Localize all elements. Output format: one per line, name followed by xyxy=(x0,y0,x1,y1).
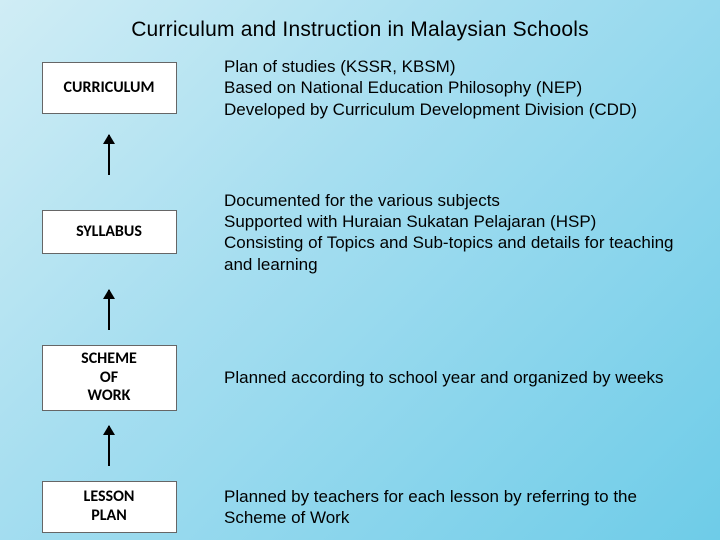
diagram-row: SCHEME OF WORK Planned according to scho… xyxy=(24,345,696,411)
box-syllabus: SYLLABUS xyxy=(42,210,177,254)
arrow-up-icon xyxy=(108,285,110,335)
box-column: SCHEME OF WORK xyxy=(24,345,194,411)
arrow-row xyxy=(24,285,696,335)
arrow-row xyxy=(24,421,696,471)
box-column: CURRICULUM xyxy=(24,62,194,114)
arrow-up-icon xyxy=(108,421,110,471)
desc-curriculum: Plan of studies (KSSR, KBSM) Based on Na… xyxy=(194,56,696,120)
desc-lesson-plan: Planned by teachers for each lesson by r… xyxy=(194,486,696,529)
box-lesson-plan: LESSON PLAN xyxy=(42,481,177,533)
slide: Curriculum and Instruction in Malaysian … xyxy=(0,0,720,540)
page-title: Curriculum and Instruction in Malaysian … xyxy=(24,18,696,42)
diagram-rows: CURRICULUM Plan of studies (KSSR, KBSM) … xyxy=(24,56,696,533)
box-column: LESSON PLAN xyxy=(24,481,194,533)
box-scheme-of-work: SCHEME OF WORK xyxy=(42,345,177,411)
box-curriculum: CURRICULUM xyxy=(42,62,177,114)
arrow-row xyxy=(24,130,696,180)
arrow-up-icon xyxy=(108,130,110,180)
diagram-row: LESSON PLAN Planned by teachers for each… xyxy=(24,481,696,533)
diagram-row: SYLLABUS Documented for the various subj… xyxy=(24,190,696,275)
diagram-row: CURRICULUM Plan of studies (KSSR, KBSM) … xyxy=(24,56,696,120)
desc-syllabus: Documented for the various subjects Supp… xyxy=(194,190,696,275)
box-column: SYLLABUS xyxy=(24,210,194,254)
desc-scheme-of-work: Planned according to school year and org… xyxy=(194,367,696,388)
